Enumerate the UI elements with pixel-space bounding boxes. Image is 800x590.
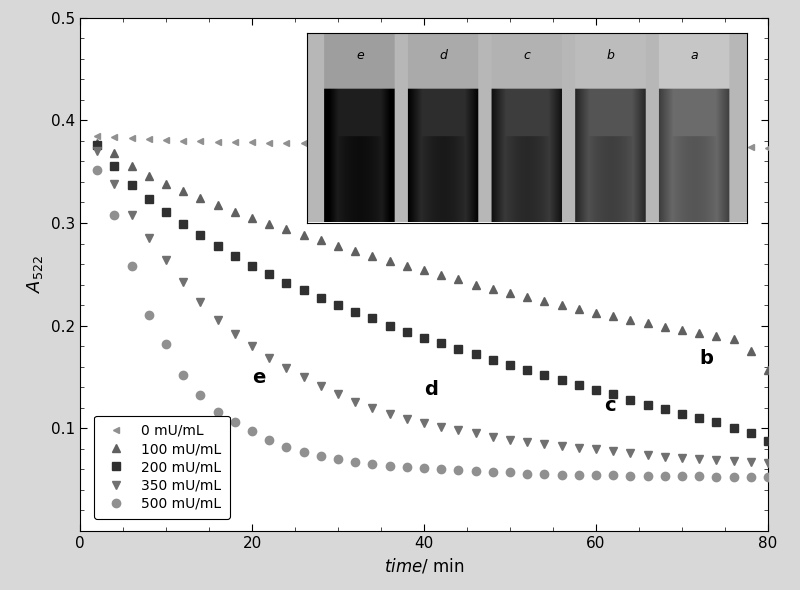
X-axis label: $\it{time/}$ min: $\it{time/}$ min [384, 556, 464, 575]
Text: a: a [665, 126, 678, 145]
Y-axis label: $A_{522}$: $A_{522}$ [26, 255, 46, 293]
Text: e: e [252, 368, 266, 386]
Text: c: c [605, 396, 616, 415]
Text: d: d [424, 380, 438, 399]
Text: b: b [699, 349, 713, 368]
Legend: 0 mU/mL, 100 mU/mL, 200 mU/mL, 350 mU/mL, 500 mU/mL: 0 mU/mL, 100 mU/mL, 200 mU/mL, 350 mU/mL… [94, 415, 230, 519]
